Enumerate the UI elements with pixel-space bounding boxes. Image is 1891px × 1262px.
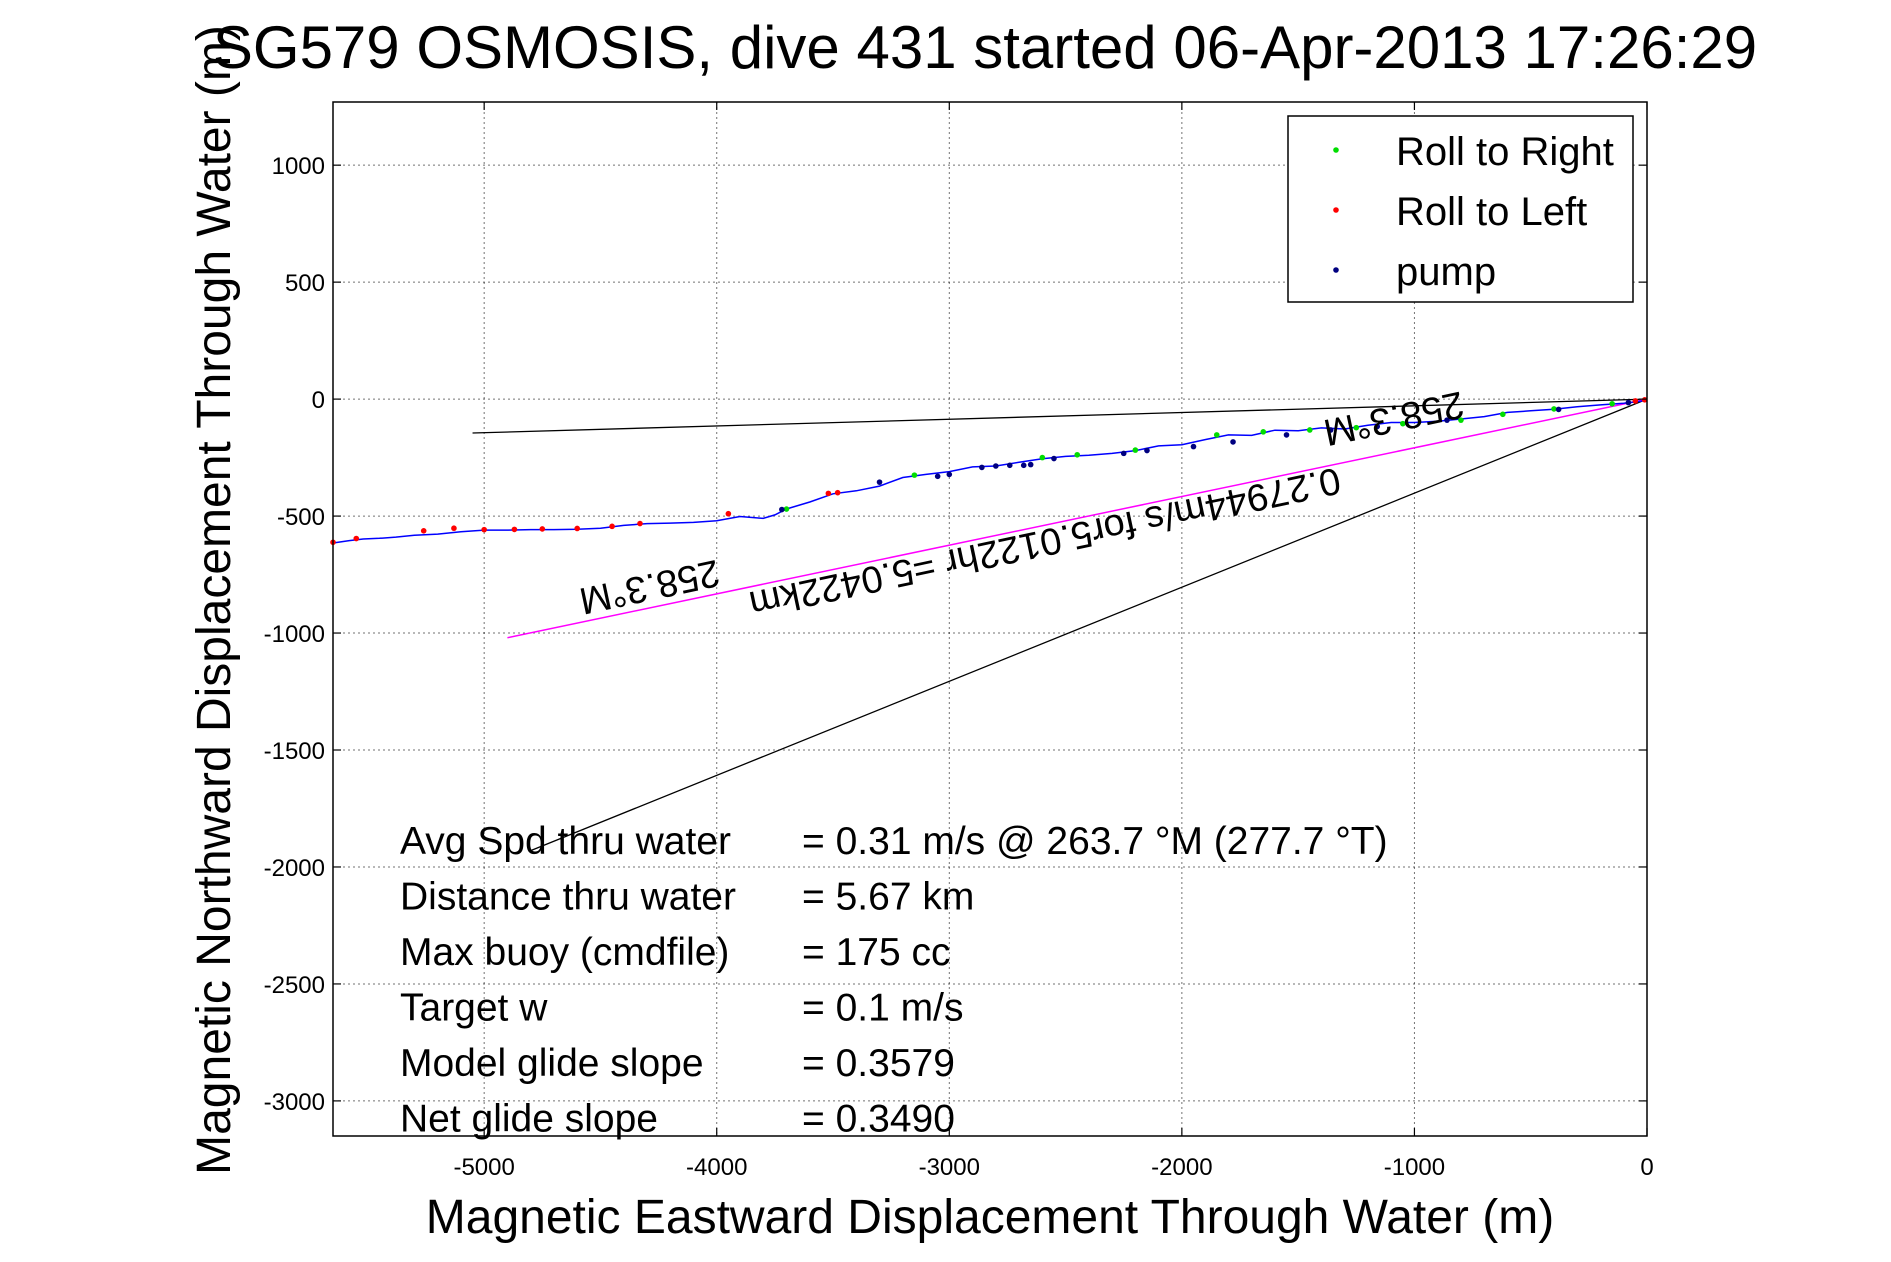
- legend-label: pump: [1396, 250, 1496, 294]
- x-tick-label: -4000: [686, 1154, 747, 1181]
- roll-left-point: [1632, 398, 1639, 404]
- x-tick-label: -3000: [919, 1154, 980, 1181]
- pump-point: [1327, 427, 1334, 433]
- glider-track-line: [332, 399, 1648, 544]
- pump-point: [1051, 455, 1057, 462]
- pump-point: [993, 463, 999, 469]
- pump-point: [979, 464, 985, 471]
- roll-left-point: [539, 526, 546, 532]
- pump-point: [1190, 443, 1197, 450]
- pump-point: [1374, 423, 1381, 430]
- roll-right-point: [783, 506, 790, 512]
- stat-value: = 0.3490: [802, 1098, 955, 1141]
- roll-right-point: [1213, 432, 1220, 438]
- y-tick-label: 500: [285, 270, 325, 297]
- pump-point: [1283, 432, 1290, 438]
- stat-value: = 5.67 km: [802, 876, 974, 919]
- stat-value: = 0.31 m/s @ 263.7 °M (277.7 °T): [802, 820, 1388, 863]
- stat-label: Avg Spd thru water: [400, 820, 731, 863]
- roll-left-point: [511, 526, 518, 533]
- roll-left-point: [725, 510, 732, 517]
- y-tick-label: -2000: [264, 855, 325, 882]
- roll-left-point: [451, 525, 457, 532]
- roll-right-point: [1551, 406, 1557, 412]
- stats-block: Avg Spd thru water = 0.31 m/s @ 263.7 °M …: [400, 820, 1388, 1141]
- stat-value: = 175 cc: [802, 931, 951, 974]
- stat-value: = 0.3579: [802, 1042, 955, 1085]
- legend-label: Roll to Left: [1396, 190, 1587, 234]
- roll-right-point: [1132, 447, 1139, 453]
- roll-right-point: [1306, 427, 1313, 433]
- legend-marker: [1333, 267, 1339, 273]
- pump-point: [1006, 462, 1013, 469]
- pump-point: [1027, 461, 1034, 468]
- roll-left-point: [481, 526, 487, 533]
- roll-left-point: [420, 528, 427, 534]
- pump-point: [1120, 450, 1127, 457]
- roll-right-point: [1353, 424, 1360, 431]
- legend-label: Roll to Right: [1396, 130, 1614, 174]
- pump-point: [1444, 417, 1450, 423]
- stat-label: Max buoy (cmdfile): [400, 931, 729, 974]
- chart-title: SG579 OSMOSIS, dive 431 started 06-Apr-2…: [213, 14, 1757, 81]
- y-tick-label: -2500: [264, 972, 325, 999]
- legend-marker: [1333, 207, 1339, 213]
- stat-value: = 0.1 m/s: [802, 987, 963, 1030]
- stat-label: Model glide slope: [400, 1042, 704, 1085]
- y-axis-label: Magnetic Northward Displacement Through …: [188, 25, 241, 1175]
- x-tick-label: -1000: [1384, 1154, 1445, 1181]
- guide-line-lower: [530, 398, 1648, 852]
- roll-right-point: [1500, 411, 1506, 418]
- pump-point: [934, 473, 941, 480]
- roll-left-point: [834, 489, 841, 496]
- ticks: -5000 -4000 -3000 -2000 -1000 0 1000 500 0 -500 -1…: [264, 102, 1654, 1181]
- roll-right-point: [1609, 400, 1615, 407]
- roll-right-point: [1074, 451, 1081, 458]
- roll-right-point: [1039, 454, 1046, 461]
- x-axis-label: Magnetic Eastward Displacement Through W…: [426, 1191, 1554, 1244]
- stat-label: Distance thru water: [400, 876, 736, 919]
- stat-label: Net glide slope: [400, 1098, 658, 1141]
- pump-point: [1020, 462, 1027, 469]
- x-tick-label: -5000: [453, 1154, 514, 1181]
- y-tick-label: 1000: [272, 153, 325, 180]
- pump-point: [1625, 399, 1632, 406]
- y-tick-label: -1000: [264, 621, 325, 648]
- y-tick-label: 0: [312, 387, 325, 414]
- legend-marker: [1333, 147, 1339, 153]
- current-vector-line: [507, 398, 1648, 639]
- y-tick-label: -500: [277, 504, 325, 531]
- pump-point: [779, 506, 785, 513]
- pump-point: [876, 479, 883, 485]
- roll-right-point: [911, 472, 918, 478]
- plot-frame: [332, 101, 1648, 1137]
- pump-point: [1230, 439, 1236, 445]
- pump-point: [946, 471, 953, 478]
- roll-left-point: [353, 535, 360, 542]
- pump-point: [1555, 406, 1562, 413]
- legend: Roll to Right Roll to Left pump: [1287, 115, 1634, 303]
- y-tick-label: -1500: [264, 738, 325, 765]
- x-tick-label: -2000: [1151, 1154, 1212, 1181]
- guide-line-upper: [472, 398, 1648, 434]
- roll-right-point: [1400, 420, 1406, 427]
- stat-label: Target w: [400, 987, 548, 1030]
- roll-left-point: [609, 523, 615, 530]
- x-tick-label: 0: [1640, 1154, 1653, 1181]
- y-tick-label: -3000: [264, 1089, 325, 1116]
- roll-left-point: [1641, 397, 1648, 403]
- roll-right-point: [1458, 417, 1464, 423]
- roll-left-point: [574, 525, 580, 532]
- roll-left-point: [637, 520, 643, 527]
- roll-right-point: [1260, 429, 1267, 435]
- legend-box: [1287, 115, 1634, 303]
- pump-point: [1144, 447, 1150, 454]
- roll-left-point: [825, 490, 832, 497]
